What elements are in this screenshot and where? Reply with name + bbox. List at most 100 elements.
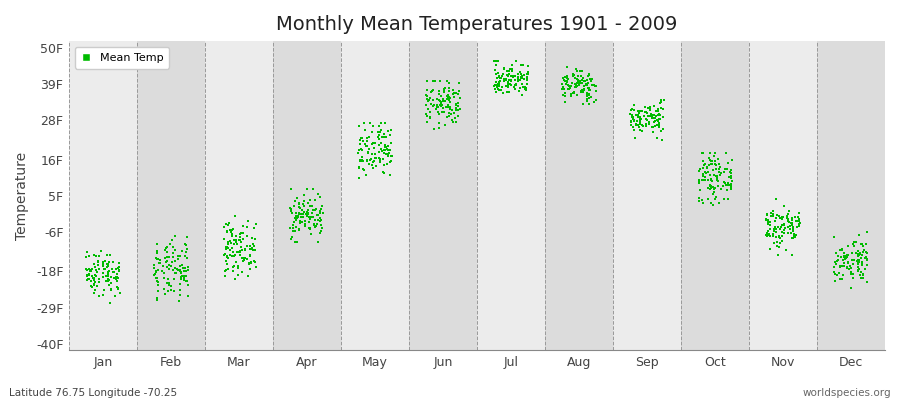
- Point: [111, 286, 125, 293]
- Point: [437, 84, 452, 91]
- Point: [705, 158, 719, 164]
- Point: [223, 240, 238, 246]
- Point: [697, 161, 711, 168]
- Point: [652, 106, 666, 112]
- Point: [440, 78, 454, 84]
- Point: [520, 62, 535, 69]
- Point: [788, 218, 803, 224]
- Point: [702, 150, 716, 157]
- Point: [720, 187, 734, 194]
- Point: [175, 273, 189, 280]
- Point: [377, 170, 392, 177]
- Point: [495, 72, 509, 79]
- Point: [159, 258, 174, 264]
- Point: [859, 248, 873, 255]
- Point: [236, 223, 250, 230]
- Point: [86, 274, 100, 281]
- Point: [834, 276, 849, 282]
- Point: [442, 113, 456, 119]
- Point: [168, 270, 183, 276]
- Point: [304, 210, 319, 216]
- Point: [292, 203, 307, 210]
- Point: [168, 265, 183, 271]
- Point: [766, 213, 780, 219]
- Point: [624, 122, 638, 128]
- Point: [580, 77, 594, 84]
- Point: [583, 93, 598, 100]
- Point: [491, 70, 506, 76]
- Point: [151, 288, 166, 294]
- Point: [242, 260, 256, 266]
- Point: [488, 86, 502, 92]
- Point: [573, 80, 588, 86]
- Point: [626, 116, 641, 122]
- Point: [368, 140, 382, 146]
- Point: [448, 105, 463, 111]
- Point: [241, 218, 256, 224]
- Point: [493, 75, 508, 82]
- Point: [80, 273, 94, 279]
- Point: [438, 122, 453, 128]
- Point: [158, 247, 172, 253]
- Point: [371, 133, 385, 140]
- Point: [220, 245, 235, 252]
- Point: [367, 145, 382, 151]
- Point: [305, 202, 320, 209]
- Point: [505, 66, 519, 72]
- Point: [313, 218, 328, 224]
- Point: [449, 118, 464, 125]
- Point: [769, 215, 783, 222]
- Point: [703, 182, 717, 189]
- Point: [384, 153, 399, 159]
- Point: [296, 201, 310, 208]
- Point: [355, 134, 369, 141]
- Point: [97, 286, 112, 293]
- Point: [704, 176, 718, 182]
- Point: [426, 78, 440, 84]
- Point: [378, 144, 392, 150]
- Point: [228, 276, 242, 282]
- Point: [220, 229, 235, 235]
- Point: [87, 280, 102, 287]
- Point: [781, 216, 796, 222]
- Point: [644, 115, 659, 121]
- Point: [159, 280, 174, 286]
- Point: [854, 268, 868, 275]
- Point: [844, 265, 859, 271]
- Point: [242, 261, 256, 267]
- Point: [99, 273, 113, 280]
- Point: [557, 90, 572, 96]
- Bar: [341, 41, 409, 350]
- Point: [708, 196, 723, 202]
- Point: [446, 110, 461, 116]
- Point: [102, 258, 116, 265]
- Point: [361, 149, 375, 156]
- Point: [512, 87, 526, 94]
- Point: [516, 84, 530, 90]
- Point: [853, 272, 868, 278]
- Point: [711, 166, 725, 172]
- Point: [840, 254, 854, 261]
- Point: [856, 272, 870, 278]
- Point: [246, 247, 260, 253]
- Point: [692, 168, 706, 174]
- Point: [217, 224, 231, 230]
- Point: [706, 167, 720, 173]
- Point: [627, 135, 642, 142]
- Point: [761, 232, 776, 238]
- Point: [510, 78, 525, 84]
- Point: [436, 105, 450, 112]
- Point: [377, 162, 392, 168]
- Point: [500, 81, 515, 88]
- Point: [488, 67, 502, 73]
- Point: [87, 275, 102, 282]
- Point: [173, 268, 187, 274]
- Point: [696, 158, 710, 164]
- Point: [292, 226, 306, 232]
- Point: [497, 76, 511, 82]
- Point: [380, 146, 394, 152]
- Point: [445, 116, 459, 123]
- Point: [850, 258, 864, 264]
- Point: [292, 204, 307, 211]
- Point: [856, 248, 870, 255]
